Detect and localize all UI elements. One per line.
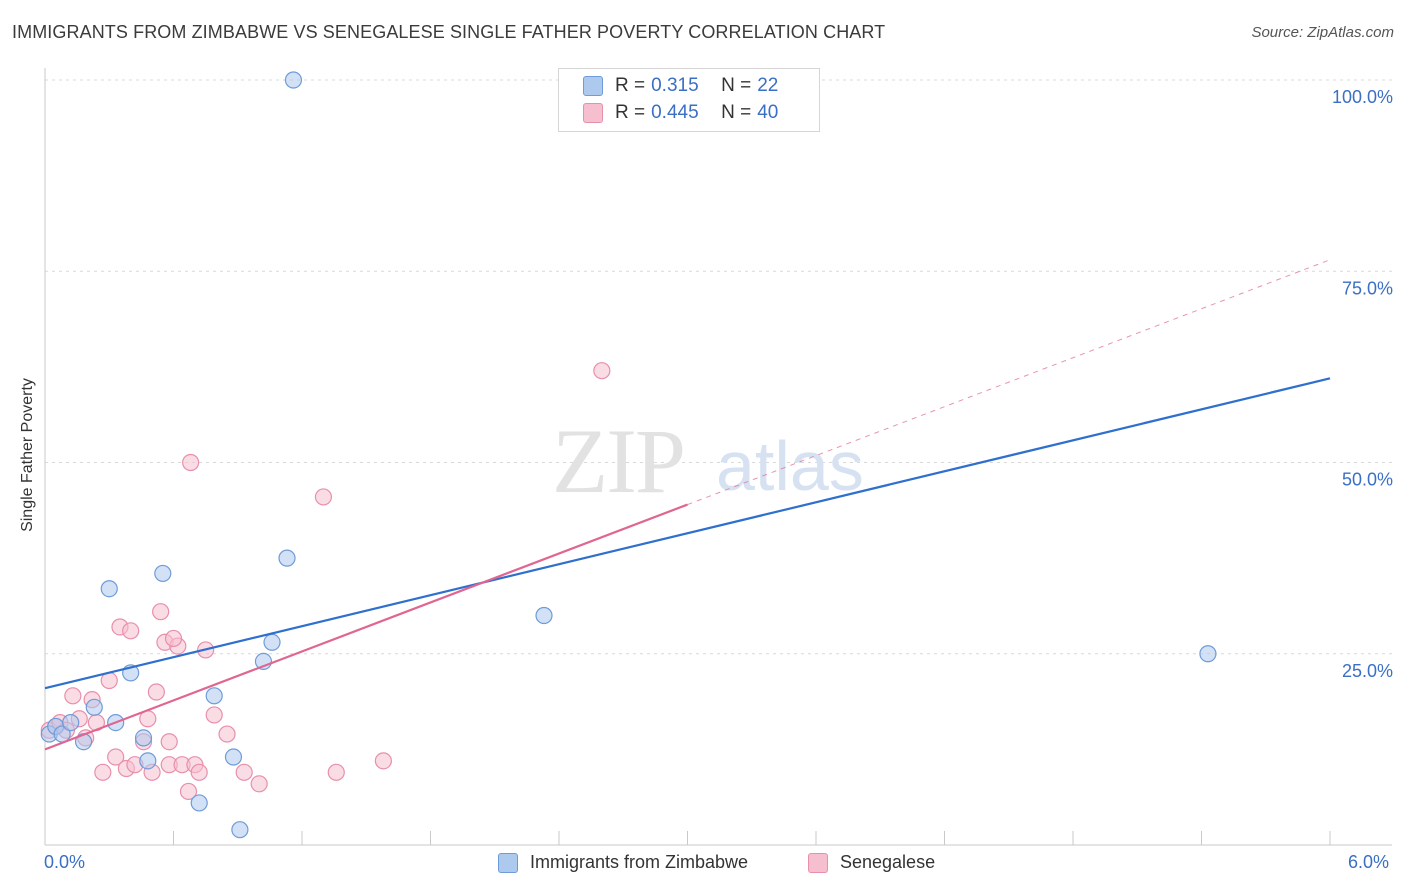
zimbabwe-legend-swatch	[498, 852, 518, 873]
y-tick-label: 25.0%	[1342, 661, 1393, 681]
senegalese-point	[374, 752, 392, 770]
zimbabwe-point	[139, 752, 157, 770]
zimbabwe-point	[154, 564, 172, 583]
stats-row-senegalese: R = 0.445 N = 40	[583, 101, 778, 125]
legend-item-senegalese[interactable]: Senegalese	[808, 852, 935, 873]
zimbabwe-point	[205, 687, 223, 705]
senegalese-point	[164, 629, 183, 648]
senegalese-point	[250, 775, 268, 793]
x-tick-label-min: 0.0%	[44, 852, 86, 872]
zimbabwe-point	[535, 606, 553, 625]
senegalese-point	[593, 362, 611, 380]
zimbabwe-point	[134, 729, 153, 747]
trend-layer	[44, 259, 1331, 751]
senegalese-point	[190, 763, 208, 781]
zimbabwe-point	[100, 580, 118, 598]
legend-item-zimbabwe[interactable]: Immigrants from Zimbabwe	[498, 852, 748, 873]
senegalese-point	[147, 683, 165, 701]
zimbabwe-point	[263, 633, 281, 651]
zimbabwe-point	[1199, 645, 1217, 663]
senegalese-point	[122, 622, 140, 640]
r-value: 0.315	[651, 75, 699, 96]
zimbabwe-swatch	[583, 76, 603, 96]
zimbabwe-point	[224, 748, 243, 766]
watermark-atlas: atlas	[716, 427, 864, 505]
zimbabwe-point	[278, 549, 296, 567]
senegalese-swatch	[583, 103, 603, 123]
n-label: N =	[721, 102, 752, 123]
y-tick-label: 100.0%	[1332, 87, 1393, 107]
watermark: ZIP atlas	[552, 410, 864, 512]
stats-legend: R = 0.315 N = 22 R = 0.445 N = 40	[558, 68, 820, 132]
senegalese-point	[218, 725, 236, 743]
chart-title: IMMIGRANTS FROM ZIMBABWE VS SENEGALESE S…	[12, 22, 886, 42]
points-layer	[40, 71, 1217, 839]
senegalese-point	[94, 763, 112, 781]
senegalese-point	[107, 748, 125, 766]
n-value: 40	[757, 102, 779, 123]
senegalese-point	[152, 603, 170, 621]
y-tick-label: 75.0%	[1342, 278, 1393, 298]
senegalese-point	[327, 763, 345, 781]
senegalese-point	[314, 488, 333, 506]
legend-label: Immigrants from Zimbabwe	[530, 852, 749, 872]
legend-label: Senegalese	[840, 852, 936, 872]
senegalese-legend-swatch	[808, 852, 828, 873]
zimbabwe-point	[85, 698, 103, 716]
senegalese-point	[64, 687, 82, 705]
axis-layer	[44, 68, 1392, 846]
zimbabwe-trend-line	[44, 377, 1331, 690]
senegalese-point	[235, 763, 253, 781]
r-label: R =	[615, 75, 646, 96]
zimbabwe-point	[231, 821, 249, 839]
zimbabwe-point	[284, 71, 303, 89]
senegalese-point	[182, 453, 200, 472]
source-label: Source: ZipAtlas.com	[1251, 24, 1394, 41]
y-tick-label: 50.0%	[1342, 470, 1393, 490]
n-label: N =	[721, 75, 752, 96]
x-tick-label-max: 6.0%	[1348, 852, 1390, 872]
zimbabwe-point	[62, 713, 80, 732]
n-value: 22	[757, 75, 779, 96]
r-label: R =	[615, 102, 646, 123]
grid-layer	[45, 79, 1392, 655]
stats-row-zimbabwe: R = 0.315 N = 22	[583, 74, 778, 98]
senegalese-trend-extension	[687, 259, 1331, 506]
zimbabwe-point	[190, 794, 208, 812]
y-tick-labels: 25.0% 50.0% 75.0% 100.0%	[1332, 87, 1393, 681]
r-value: 0.445	[651, 102, 699, 123]
senegalese-trend-line	[44, 503, 688, 751]
senegalese-point	[205, 706, 223, 724]
watermark-zip: ZIP	[552, 410, 684, 512]
senegalese-point	[160, 733, 178, 751]
senegalese-point	[179, 782, 198, 801]
